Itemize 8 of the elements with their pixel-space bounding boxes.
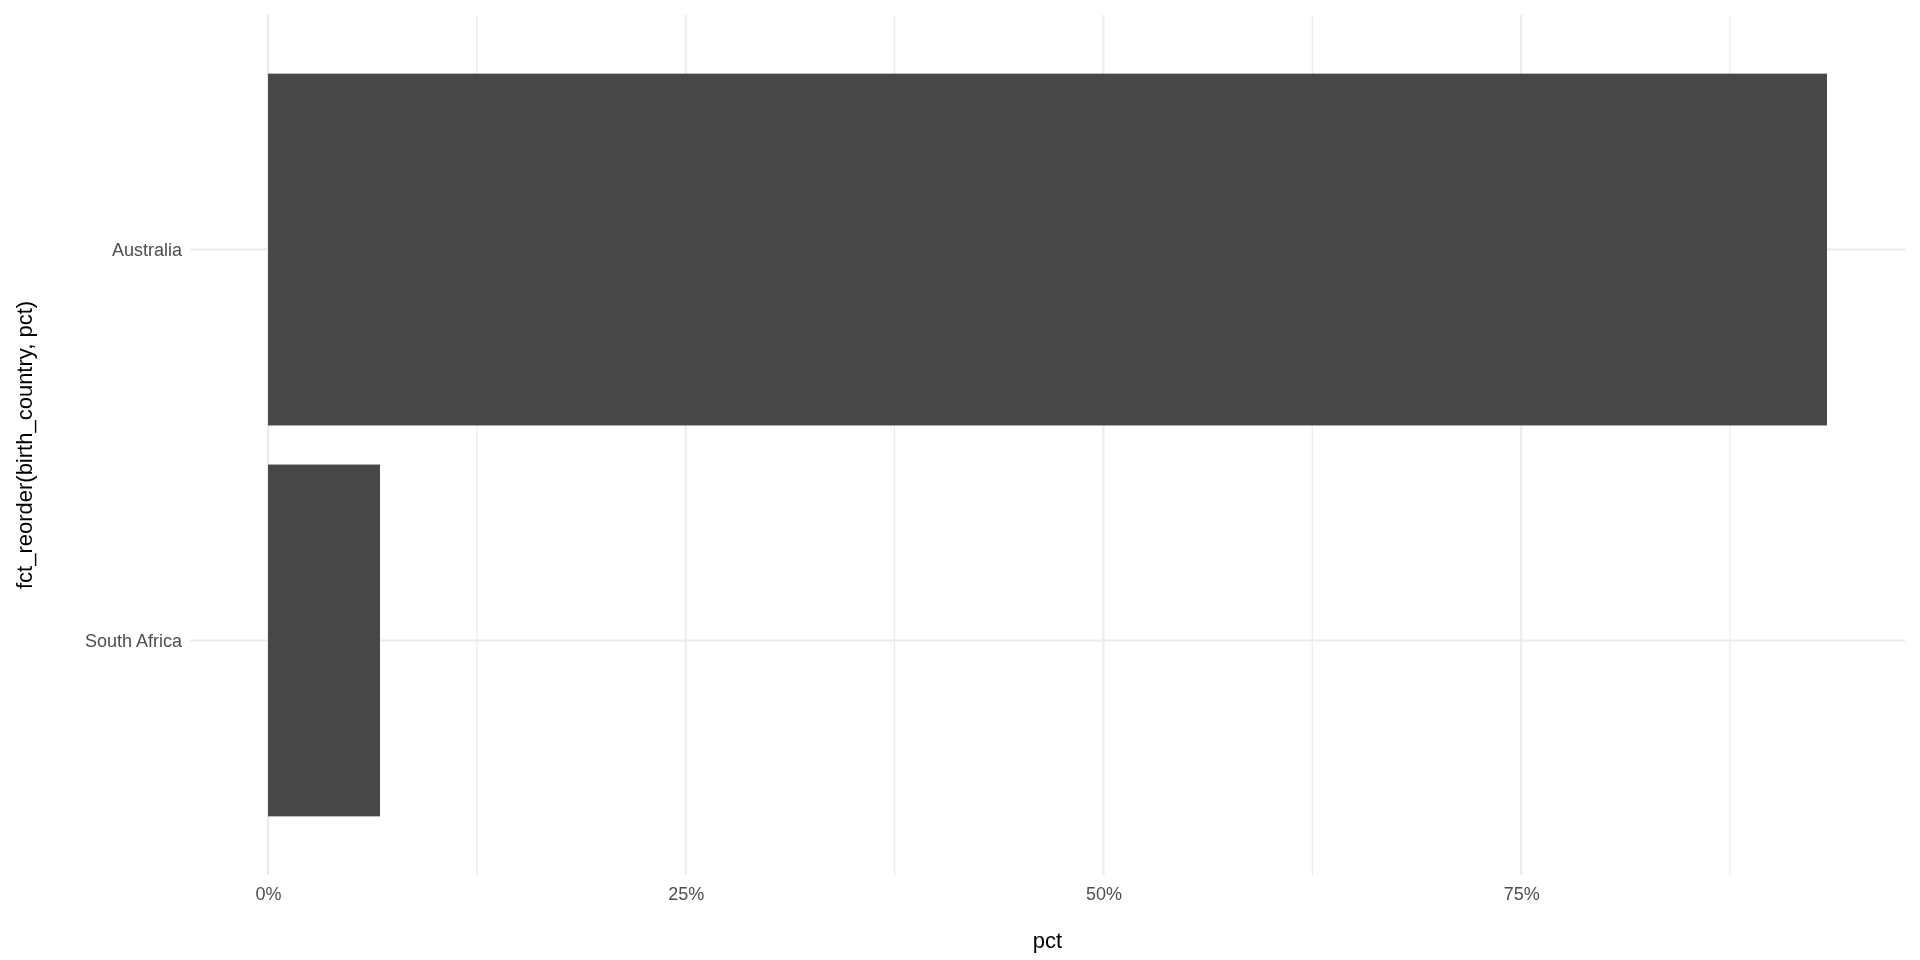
x-tick-label: 50% (1085, 883, 1122, 904)
x-tick-label: 75% (1503, 883, 1540, 904)
y-tick-label: South Africa (84, 630, 183, 651)
x-tick-label: 0% (255, 883, 282, 904)
x-axis-title: pct (1032, 928, 1063, 953)
y-axis-title: fct_reorder(birth_country, pct) (12, 300, 37, 590)
x-tick-label: 25% (668, 883, 705, 904)
y-tick-label: Australia (111, 239, 183, 260)
